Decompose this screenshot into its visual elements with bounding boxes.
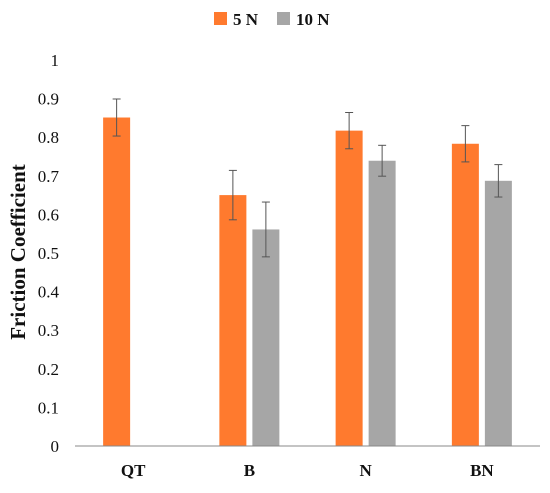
y-tick-label: 0.5 (38, 244, 59, 263)
error-bars (112, 98, 503, 258)
legend-swatch (277, 12, 290, 25)
bars (103, 117, 512, 446)
x-tick-label: N (359, 461, 372, 480)
y-axis-ticks: 0 0.1 0.2 0.3 0.4 0.5 0.6 0.7 0.8 0.9 1 (38, 51, 60, 456)
legend-label: 10 N (296, 10, 330, 29)
y-tick-label: 0.2 (38, 360, 59, 379)
error-bar (378, 144, 387, 177)
error-bar (461, 125, 470, 163)
error-bar (494, 164, 503, 198)
bar-5n-b (219, 195, 247, 446)
x-axis-labels: QT B N BN (121, 461, 495, 480)
legend-label: 5 N (233, 10, 259, 29)
legend-swatch (214, 12, 227, 25)
error-bar (261, 201, 270, 258)
bar-10n-n (368, 160, 396, 446)
y-tick-label: 0.8 (38, 128, 59, 147)
y-tick-label: 1 (51, 51, 60, 70)
bar-5n-n (335, 130, 363, 446)
x-tick-label: B (244, 461, 255, 480)
x-tick-label: BN (470, 461, 494, 480)
y-axis-title: Friction Coefficient (6, 164, 30, 340)
y-tick-label: 0.4 (38, 283, 60, 302)
x-tick-label: QT (121, 461, 146, 480)
error-bar (112, 98, 121, 137)
bar-5n-bn (451, 143, 479, 446)
y-tick-label: 0 (51, 437, 60, 456)
bar-5n-qt (103, 117, 131, 446)
y-tick-label: 0.7 (38, 167, 60, 186)
y-tick-label: 0.3 (38, 321, 59, 340)
y-tick-label: 0.1 (38, 398, 59, 417)
y-tick-label: 0.6 (38, 205, 59, 224)
bar-10n-b (252, 229, 280, 446)
legend: 5 N 10 N (214, 10, 330, 29)
y-tick-label: 0.9 (38, 90, 59, 109)
error-bar (345, 111, 354, 150)
bar-10n-bn (484, 180, 512, 446)
error-bar (228, 169, 237, 221)
